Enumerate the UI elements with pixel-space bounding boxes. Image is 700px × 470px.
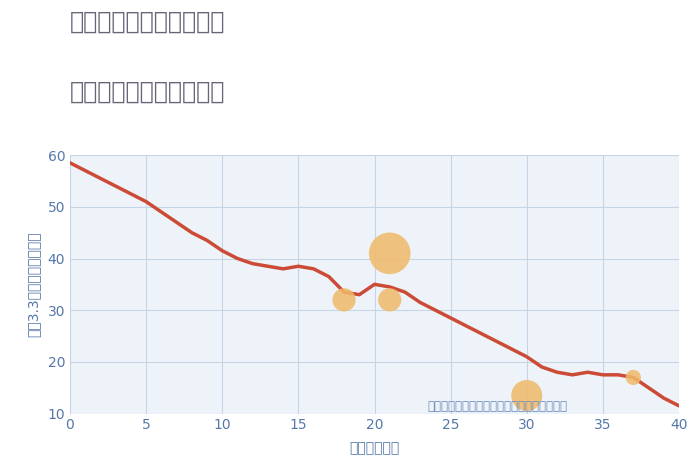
Y-axis label: 坪（3.3㎡）単価（万円）: 坪（3.3㎡）単価（万円） [27,232,41,337]
Point [628,374,639,381]
Text: 三重県津市安濃町川西の: 三重県津市安濃町川西の [70,9,225,33]
Point [384,250,395,257]
Point [521,392,532,399]
Point [339,296,350,304]
X-axis label: 築年数（年）: 築年数（年） [349,441,400,455]
Point [384,296,395,304]
Text: 円の大きさは、取引のあった物件面積を示す: 円の大きさは、取引のあった物件面積を示す [428,400,568,413]
Text: 築年数別中古戸建て価格: 築年数別中古戸建て価格 [70,80,225,104]
